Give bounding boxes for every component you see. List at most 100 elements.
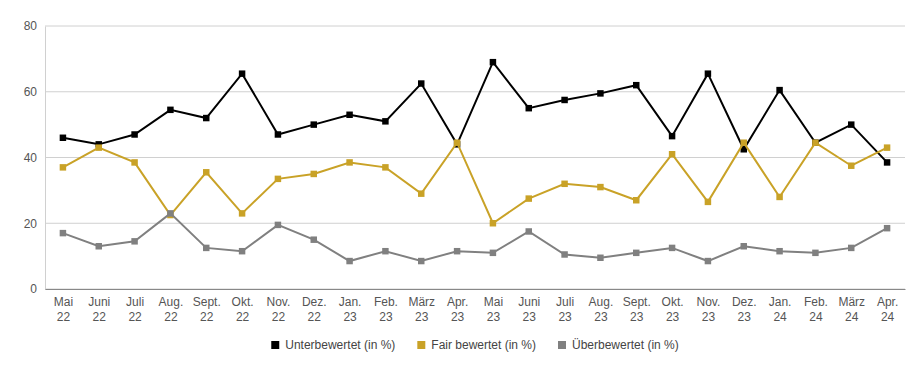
- x-tick: Nov.22: [267, 289, 291, 324]
- series-marker: [203, 245, 209, 251]
- x-tick-label: Feb.24: [804, 295, 828, 325]
- y-axis: 020406080: [24, 19, 46, 296]
- series-marker: [526, 105, 532, 111]
- series-marker: [812, 139, 818, 145]
- x-tick: Apr.24: [877, 289, 898, 324]
- series-marker: [526, 228, 532, 234]
- x-tick: Mai23: [484, 289, 503, 324]
- x-tick-label: Okt.22: [232, 295, 254, 325]
- chart: 020406080Mai22Juni22Juli22Aug.22Sept.22O…: [0, 0, 924, 371]
- x-tick: Dez.22: [302, 289, 327, 324]
- x-tick: März24: [838, 289, 865, 324]
- series-marker: [776, 87, 782, 93]
- series-marker: [490, 59, 496, 65]
- x-tick: Nov.23: [697, 289, 721, 324]
- series-marker: [597, 90, 603, 96]
- x-tick-label: Juni22: [88, 295, 110, 325]
- x-tick: Juli22: [126, 289, 144, 324]
- x-tick: Sept.23: [623, 289, 651, 324]
- grid-line: [45, 223, 905, 224]
- series-marker: [203, 169, 209, 175]
- legend-swatch: [417, 341, 425, 349]
- series-marker: [311, 121, 317, 127]
- x-tick-label: Juli22: [126, 295, 144, 325]
- series-marker: [741, 139, 747, 145]
- series-marker: [239, 70, 245, 76]
- series-marker: [346, 112, 352, 118]
- x-tick: März23: [408, 289, 435, 324]
- series-marker: [884, 225, 890, 231]
- x-tick-label: Jan.24: [769, 295, 792, 325]
- series-marker: [705, 70, 711, 76]
- series-marker: [597, 255, 603, 261]
- x-tick-label: Dez.23: [732, 295, 757, 325]
- series-marker: [561, 181, 567, 187]
- x-tick-label: März23: [408, 295, 435, 325]
- series-marker: [848, 121, 854, 127]
- series-line: [63, 62, 887, 162]
- series-marker: [633, 250, 639, 256]
- x-tick: Okt.22: [232, 289, 254, 324]
- x-tick: Mai22: [54, 289, 73, 324]
- series-marker: [418, 190, 424, 196]
- series-marker: [884, 159, 890, 165]
- x-tick: Feb.23: [374, 289, 398, 324]
- series-marker: [454, 248, 460, 254]
- series-marker: [776, 248, 782, 254]
- x-tick: Jan.23: [339, 289, 362, 324]
- x-tick-label: Jan.23: [339, 295, 362, 325]
- series-marker: [131, 159, 137, 165]
- series-marker: [705, 199, 711, 205]
- x-tick-label: Mai22: [54, 295, 73, 325]
- legend-label: Fair bewertet (in %): [431, 338, 536, 352]
- series-marker: [812, 250, 818, 256]
- x-tick: Dez.23: [732, 289, 757, 324]
- series-marker: [812, 139, 818, 145]
- series-marker: [239, 210, 245, 216]
- series-marker: [633, 197, 639, 203]
- series-marker: [311, 236, 317, 242]
- y-tick: 80: [24, 19, 45, 33]
- series-marker: [60, 135, 66, 141]
- series-marker: [454, 139, 460, 145]
- y-tick-label: 20: [24, 217, 38, 231]
- series-marker: [669, 133, 675, 139]
- x-tick: Aug.22: [159, 289, 184, 324]
- series-marker: [275, 176, 281, 182]
- x-tick: Okt.23: [662, 289, 684, 324]
- series-marker: [633, 82, 639, 88]
- series-marker: [131, 131, 137, 137]
- x-tick-label: Dez.22: [302, 295, 327, 325]
- x-tick: Juni23: [518, 289, 540, 324]
- series-marker: [669, 151, 675, 157]
- y-tick-label: 40: [24, 151, 38, 165]
- y-tick-label: 80: [24, 19, 38, 33]
- series-marker: [705, 258, 711, 264]
- grid: [45, 26, 905, 289]
- y-tick: 60: [24, 85, 45, 99]
- series-marker: [418, 80, 424, 86]
- x-axis-line: [46, 289, 906, 290]
- series-marker: [561, 251, 567, 257]
- series-marker: [346, 258, 352, 264]
- series-marker: [597, 184, 603, 190]
- legend-label: Überbewertet (in %): [572, 338, 679, 352]
- series-marker: [884, 144, 890, 150]
- series-marker: [96, 144, 102, 150]
- series-marker: [848, 162, 854, 168]
- grid-line: [45, 289, 905, 290]
- x-tick-label: Juni23: [518, 295, 540, 325]
- series-marker: [311, 171, 317, 177]
- grid-line: [45, 26, 905, 27]
- series-marker: [96, 243, 102, 249]
- series-marker: [526, 195, 532, 201]
- grid-line: [45, 157, 905, 158]
- series-marker: [239, 248, 245, 254]
- series-marker: [346, 159, 352, 165]
- x-tick: Juni22: [88, 289, 110, 324]
- x-tick: Juli23: [556, 289, 574, 324]
- x-tick: Aug.23: [589, 289, 614, 324]
- series-marker: [848, 245, 854, 251]
- x-tick-label: Nov.23: [697, 295, 721, 325]
- series-marker: [382, 164, 388, 170]
